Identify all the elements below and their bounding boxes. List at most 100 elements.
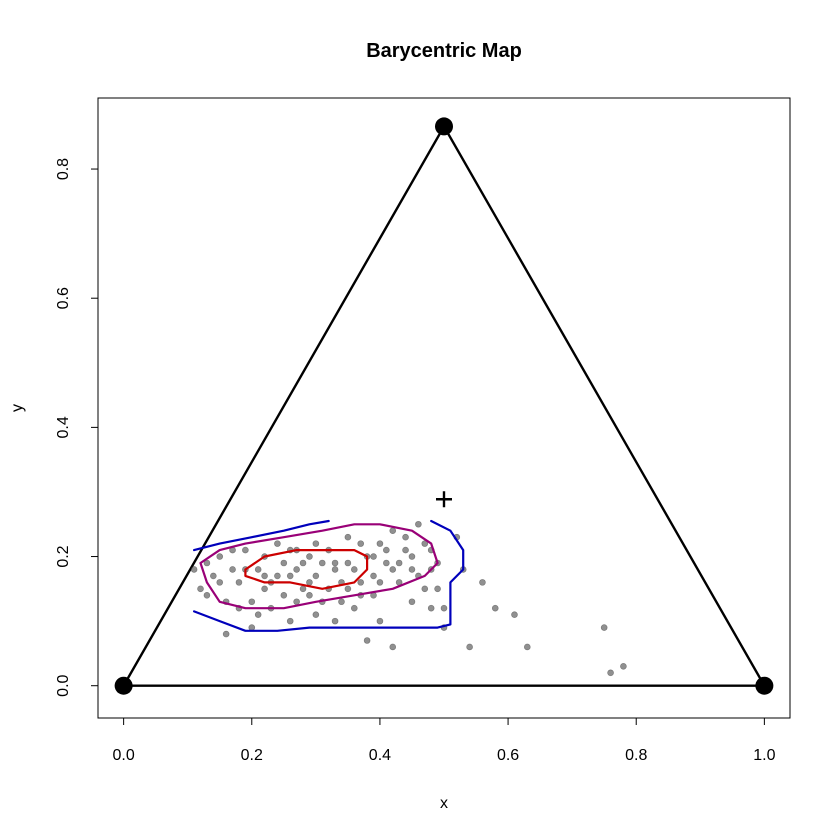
- data-point: [427, 604, 435, 612]
- y-axis: 0.0 0.2 0.4 0.6 0.8: [55, 158, 99, 697]
- data-point: [440, 604, 448, 612]
- data-point: [395, 559, 403, 567]
- data-point: [363, 637, 371, 644]
- data-point: [415, 520, 422, 528]
- data-point: [523, 643, 531, 651]
- data-point: [350, 604, 358, 612]
- data-point: [216, 579, 224, 586]
- contour-inner: [244, 549, 369, 590]
- data-point: [222, 630, 230, 638]
- data-point: [235, 579, 243, 586]
- data-point: [389, 527, 397, 535]
- data-point: [274, 572, 281, 580]
- data-point: [254, 566, 262, 573]
- data-point: [248, 598, 256, 606]
- x-tick-label: 0.4: [369, 747, 391, 764]
- y-tick-label: 0.4: [55, 416, 72, 438]
- data-point: [248, 624, 256, 631]
- data-point: [254, 611, 262, 618]
- data-point: [274, 540, 281, 547]
- data-point: [607, 669, 614, 677]
- data-point: [229, 566, 236, 573]
- data-point: [312, 572, 320, 580]
- triangle-vertex: [755, 676, 774, 695]
- data-point: [261, 572, 268, 580]
- data-point: [242, 546, 249, 554]
- data-point: [331, 617, 339, 625]
- data-point: [402, 546, 409, 554]
- data-point: [466, 643, 473, 651]
- data-point: [190, 566, 198, 573]
- contour-outer: [193, 519, 330, 552]
- data-point: [197, 585, 204, 593]
- data-point: [299, 559, 307, 567]
- data-point: [306, 591, 313, 599]
- triangle-outline: [121, 124, 767, 687]
- y-tick-label: 0.8: [55, 158, 72, 180]
- data-point: [402, 533, 409, 541]
- triangle-vertex: [435, 117, 453, 136]
- data-point: [318, 559, 326, 567]
- triangle-layer: [121, 124, 767, 687]
- y-tick-label: 0.0: [55, 674, 72, 696]
- data-point: [344, 533, 352, 541]
- triangle-vertex: [114, 676, 133, 695]
- data-point: [286, 572, 294, 580]
- data-point: [344, 585, 352, 593]
- data-point: [389, 566, 397, 573]
- data-point: [383, 546, 390, 554]
- data-point: [376, 540, 384, 547]
- x-tick-label: 0.8: [625, 747, 647, 764]
- data-point: [312, 540, 320, 547]
- data-point: [203, 591, 211, 599]
- data-point: [357, 579, 365, 586]
- y-tick-label: 0.2: [55, 545, 72, 567]
- data-point: [306, 579, 313, 586]
- data-point: [408, 566, 416, 573]
- data-point: [600, 624, 608, 631]
- data-point: [389, 643, 397, 651]
- data-point: [357, 540, 365, 547]
- contour-outer: [193, 519, 465, 632]
- centroid-marker: [436, 491, 452, 508]
- data-point: [210, 572, 217, 580]
- data-point: [344, 559, 352, 567]
- chart-title: Barycentric Map: [366, 40, 522, 62]
- data-point: [376, 579, 384, 586]
- data-point: [620, 663, 627, 670]
- x-axis: 0.0 0.2 0.4 0.6 0.8 1.0: [113, 717, 776, 764]
- data-point: [434, 585, 441, 593]
- data-point: [293, 598, 300, 606]
- data-point: [370, 572, 377, 580]
- x-tick-label: 0.2: [241, 747, 263, 764]
- data-point: [491, 604, 499, 612]
- contours-layer: [193, 519, 465, 632]
- x-axis-label: x: [440, 795, 448, 812]
- data-point: [370, 553, 377, 560]
- data-point: [421, 585, 429, 593]
- data-point: [280, 559, 288, 567]
- centroid-layer: [436, 491, 452, 508]
- data-point: [306, 553, 313, 560]
- data-point: [286, 617, 294, 625]
- data-point: [338, 598, 345, 606]
- vertices-layer: [114, 117, 774, 695]
- data-point: [331, 566, 339, 573]
- contour-middle: [199, 523, 439, 610]
- y-axis-label: y: [9, 404, 26, 412]
- data-point: [299, 585, 307, 593]
- points-layer: [190, 520, 627, 677]
- data-point: [261, 585, 268, 593]
- data-point: [312, 611, 320, 618]
- data-point: [350, 566, 358, 573]
- x-tick-label: 1.0: [753, 747, 775, 764]
- data-point: [408, 553, 416, 560]
- data-point: [280, 591, 288, 599]
- data-point: [421, 540, 429, 547]
- data-point: [293, 566, 300, 573]
- x-tick-label: 0.6: [497, 747, 519, 764]
- data-point: [479, 579, 486, 586]
- data-point: [331, 559, 339, 567]
- data-point: [408, 598, 416, 606]
